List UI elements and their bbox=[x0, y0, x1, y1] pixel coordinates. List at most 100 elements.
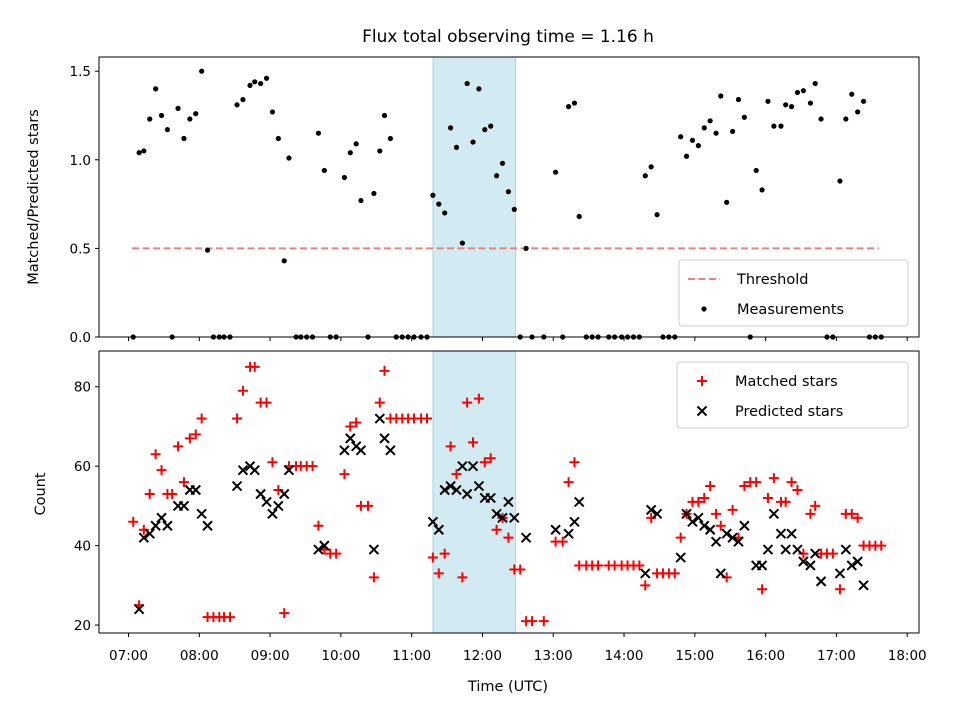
measurement-point bbox=[286, 155, 292, 161]
measurement-point bbox=[505, 189, 512, 195]
predicted-stars-point bbox=[379, 433, 390, 444]
predicted-stars-point bbox=[573, 496, 585, 508]
matched-stars-point bbox=[190, 429, 201, 440]
measurement-point bbox=[353, 141, 359, 147]
matched-stars-point bbox=[538, 616, 549, 627]
matched-stars-point bbox=[427, 552, 438, 563]
predicted-stars-point bbox=[645, 504, 657, 516]
matched-stars-point bbox=[792, 485, 803, 496]
predicted-stars-point bbox=[739, 520, 750, 531]
measurement-point bbox=[837, 178, 843, 184]
predicted-stars-point bbox=[283, 464, 295, 476]
predicted-stars-point bbox=[550, 524, 561, 535]
x-axis-label: Time (UTC) bbox=[467, 679, 548, 695]
matched-stars-point bbox=[462, 397, 473, 408]
matched-stars-point bbox=[379, 365, 390, 376]
measurement-point bbox=[381, 112, 388, 119]
x-tick-label: 10:00 bbox=[321, 648, 360, 664]
predicted-stars-point bbox=[150, 520, 161, 531]
measurement-point bbox=[701, 125, 707, 131]
matched-stars-point bbox=[563, 477, 574, 488]
matched-stars-point bbox=[693, 496, 704, 507]
measurement-point bbox=[476, 86, 482, 92]
legend: Threshold Measurements bbox=[678, 259, 909, 327]
predicted-stars-point bbox=[786, 528, 797, 539]
matched-stars-point bbox=[721, 572, 732, 583]
predicted-stars-point bbox=[756, 560, 768, 571]
measurement-point bbox=[753, 167, 759, 174]
measurement-point bbox=[778, 123, 784, 129]
measurement-point bbox=[252, 79, 258, 85]
predicted-stars-point bbox=[133, 603, 145, 615]
x-tick-label: 11:00 bbox=[392, 648, 431, 664]
matched-stars-point bbox=[232, 413, 243, 424]
legend-box bbox=[678, 259, 909, 327]
x-tick-label: 18:00 bbox=[888, 648, 927, 664]
matched-stars-point bbox=[237, 385, 248, 396]
predicted-stars-point bbox=[858, 580, 869, 591]
predicted-stars-point bbox=[727, 532, 738, 543]
matched-stars-point bbox=[805, 508, 816, 519]
measurement-point bbox=[281, 258, 287, 264]
matched-stars-point bbox=[345, 421, 356, 432]
measurement-point bbox=[707, 118, 713, 124]
measurement-point bbox=[855, 109, 861, 115]
measurement-point bbox=[341, 174, 348, 181]
predicted-stars-point bbox=[255, 488, 266, 500]
predicted-stars-point bbox=[780, 544, 791, 555]
predicted-stars-point bbox=[237, 464, 249, 476]
predicted-stars-point bbox=[569, 516, 580, 527]
matched-stars-point bbox=[224, 612, 235, 623]
measurement-point bbox=[713, 130, 719, 136]
matched-stars-point bbox=[331, 548, 342, 559]
predicted-stars-point bbox=[809, 548, 821, 559]
predicted-stars-point bbox=[461, 488, 473, 500]
measurement-point bbox=[147, 116, 153, 122]
y-tick-label: 60 bbox=[74, 459, 91, 475]
measurement-point bbox=[187, 116, 193, 122]
measurement-point bbox=[453, 144, 460, 150]
matched-stars-point bbox=[876, 540, 887, 551]
measurement-point bbox=[788, 104, 795, 110]
measurement-point bbox=[371, 190, 377, 197]
measurement-point bbox=[175, 105, 181, 111]
legend-entry-label: Threshold bbox=[736, 272, 808, 288]
measurement-point bbox=[724, 199, 730, 205]
legend: Matched stars Predicted stars bbox=[676, 361, 909, 429]
measurement-point bbox=[648, 164, 654, 170]
predicted-stars-point bbox=[651, 508, 663, 520]
plot-frame bbox=[98, 56, 920, 338]
matched-stars-point bbox=[363, 500, 374, 511]
measurement-point bbox=[794, 89, 801, 96]
predicted-stars-point bbox=[427, 516, 439, 527]
matched-stars-point bbox=[307, 461, 318, 472]
matched-stars-point bbox=[368, 572, 379, 583]
predicted-stars-point bbox=[805, 560, 816, 571]
matched-stars-point bbox=[479, 457, 490, 468]
predicted-stars-point bbox=[313, 544, 324, 555]
measurement-point bbox=[553, 169, 559, 175]
measurement-point bbox=[470, 139, 476, 145]
predicted-stars-point bbox=[815, 576, 827, 587]
measurement-point bbox=[387, 135, 394, 142]
legend-measurements-swatch bbox=[701, 306, 707, 312]
predicted-stars-point bbox=[339, 445, 350, 456]
measurement-point bbox=[683, 153, 690, 159]
matched-stars-point bbox=[640, 580, 651, 591]
legend-entry-label: Measurements bbox=[737, 302, 844, 318]
measurement-point bbox=[263, 75, 270, 81]
measurement-point bbox=[199, 68, 205, 74]
bottom-panel-y-axis-label: Count bbox=[33, 472, 49, 515]
measurement-point bbox=[321, 167, 327, 174]
legend-entry-label: Matched stars bbox=[735, 374, 838, 390]
predicted-stars-point bbox=[640, 568, 651, 579]
matched-stars-point bbox=[699, 492, 710, 503]
predicted-stars-point bbox=[374, 413, 386, 424]
measurement-point bbox=[689, 137, 696, 143]
matched-stars-point bbox=[184, 433, 195, 444]
matched-stars-point bbox=[715, 520, 726, 531]
legend-matched-swatch bbox=[697, 376, 707, 386]
predicted-stars-point bbox=[433, 524, 445, 535]
measurement-point bbox=[430, 192, 436, 198]
matched-stars-point bbox=[757, 584, 768, 595]
